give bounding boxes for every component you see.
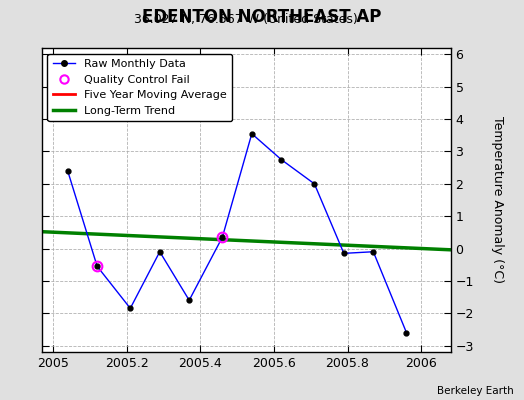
Title: 36.027 N, 76.567 W (United States): 36.027 N, 76.567 W (United States): [134, 13, 358, 26]
Y-axis label: Temperature Anomaly (°C): Temperature Anomaly (°C): [490, 116, 504, 284]
Legend: Raw Monthly Data, Quality Control Fail, Five Year Moving Average, Long-Term Tren: Raw Monthly Data, Quality Control Fail, …: [48, 54, 233, 121]
Text: EDENTON NORTHEAST AP: EDENTON NORTHEAST AP: [143, 8, 381, 26]
Text: Berkeley Earth: Berkeley Earth: [437, 386, 514, 396]
